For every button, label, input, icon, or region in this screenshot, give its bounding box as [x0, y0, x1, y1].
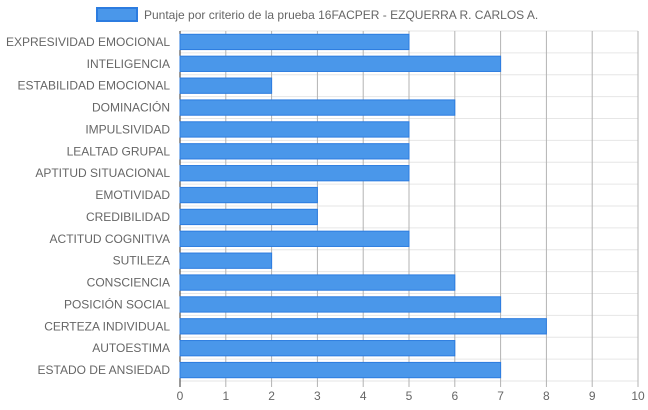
- category-label: CREDIBILIDAD: [86, 210, 170, 224]
- bar[interactable]: [179, 208, 318, 226]
- category-label: CERTEZA INDIVIDUAL: [44, 319, 170, 333]
- category-label: IMPULSIVIDAD: [85, 122, 170, 136]
- bar[interactable]: [179, 165, 410, 182]
- category-label: ESTABILIDAD EMOCIONAL: [18, 79, 171, 93]
- legend-label: Puntaje por criterio de la prueba 16FACP…: [144, 8, 538, 22]
- bar[interactable]: [179, 361, 502, 379]
- bar[interactable]: [179, 230, 410, 247]
- category-label: AUTOESTIMA: [92, 341, 170, 355]
- tick-label: 10: [631, 389, 645, 403]
- category-label: POSICIÓN SOCIAL: [64, 296, 170, 311]
- chart-legend[interactable]: Puntaje por criterio de la prueba 16FACP…: [96, 7, 538, 22]
- category-label: ACTITUD COGNITIVA: [50, 232, 170, 246]
- category-label: INTELIGENCIA: [87, 57, 170, 71]
- bar[interactable]: [179, 77, 273, 94]
- bar[interactable]: [179, 274, 456, 291]
- tick-label: 3: [314, 389, 321, 403]
- category-label: EMOTIVIDAD: [95, 188, 170, 202]
- value-axis: 0 1 2 3 4 5 6 7 8 9 10: [177, 389, 645, 403]
- bar[interactable]: [179, 296, 502, 313]
- tick-label: 9: [589, 389, 596, 403]
- category-label: CONSCIENCIA: [87, 276, 170, 290]
- category-label: DOMINACIÓN: [92, 100, 170, 115]
- tick-label: 2: [268, 389, 275, 403]
- legend-swatch: [96, 7, 138, 22]
- category-axis: EXPRESIVIDAD EMOCIONAL INTELIGENCIA ESTABI…: [6, 35, 170, 377]
- tick-label: 5: [406, 389, 413, 403]
- bar[interactable]: [179, 143, 410, 160]
- category-label: APTITUD SITUACIONAL: [35, 166, 170, 180]
- category-label: EXPRESIVIDAD EMOCIONAL: [6, 35, 170, 49]
- bar[interactable]: [179, 55, 502, 72]
- bar[interactable]: [179, 121, 410, 138]
- tick-label: 8: [543, 389, 550, 403]
- bar[interactable]: [179, 99, 456, 116]
- tick-label: 6: [451, 389, 458, 403]
- category-label: SUTILEZA: [113, 254, 170, 268]
- tick-label: 7: [497, 389, 504, 403]
- category-label: LEALTAD GRUPAL: [67, 144, 171, 158]
- chart-bars: [179, 33, 547, 379]
- tick-label: 4: [360, 389, 367, 403]
- category-label: ESTADO DE ANSIEDAD: [38, 363, 171, 377]
- bar[interactable]: [179, 318, 547, 335]
- bar[interactable]: [179, 33, 410, 51]
- bar[interactable]: [179, 186, 318, 204]
- tick-label: 0: [177, 389, 184, 403]
- tick-label: 1: [222, 389, 229, 403]
- bar[interactable]: [179, 252, 273, 269]
- bar[interactable]: [179, 340, 456, 357]
